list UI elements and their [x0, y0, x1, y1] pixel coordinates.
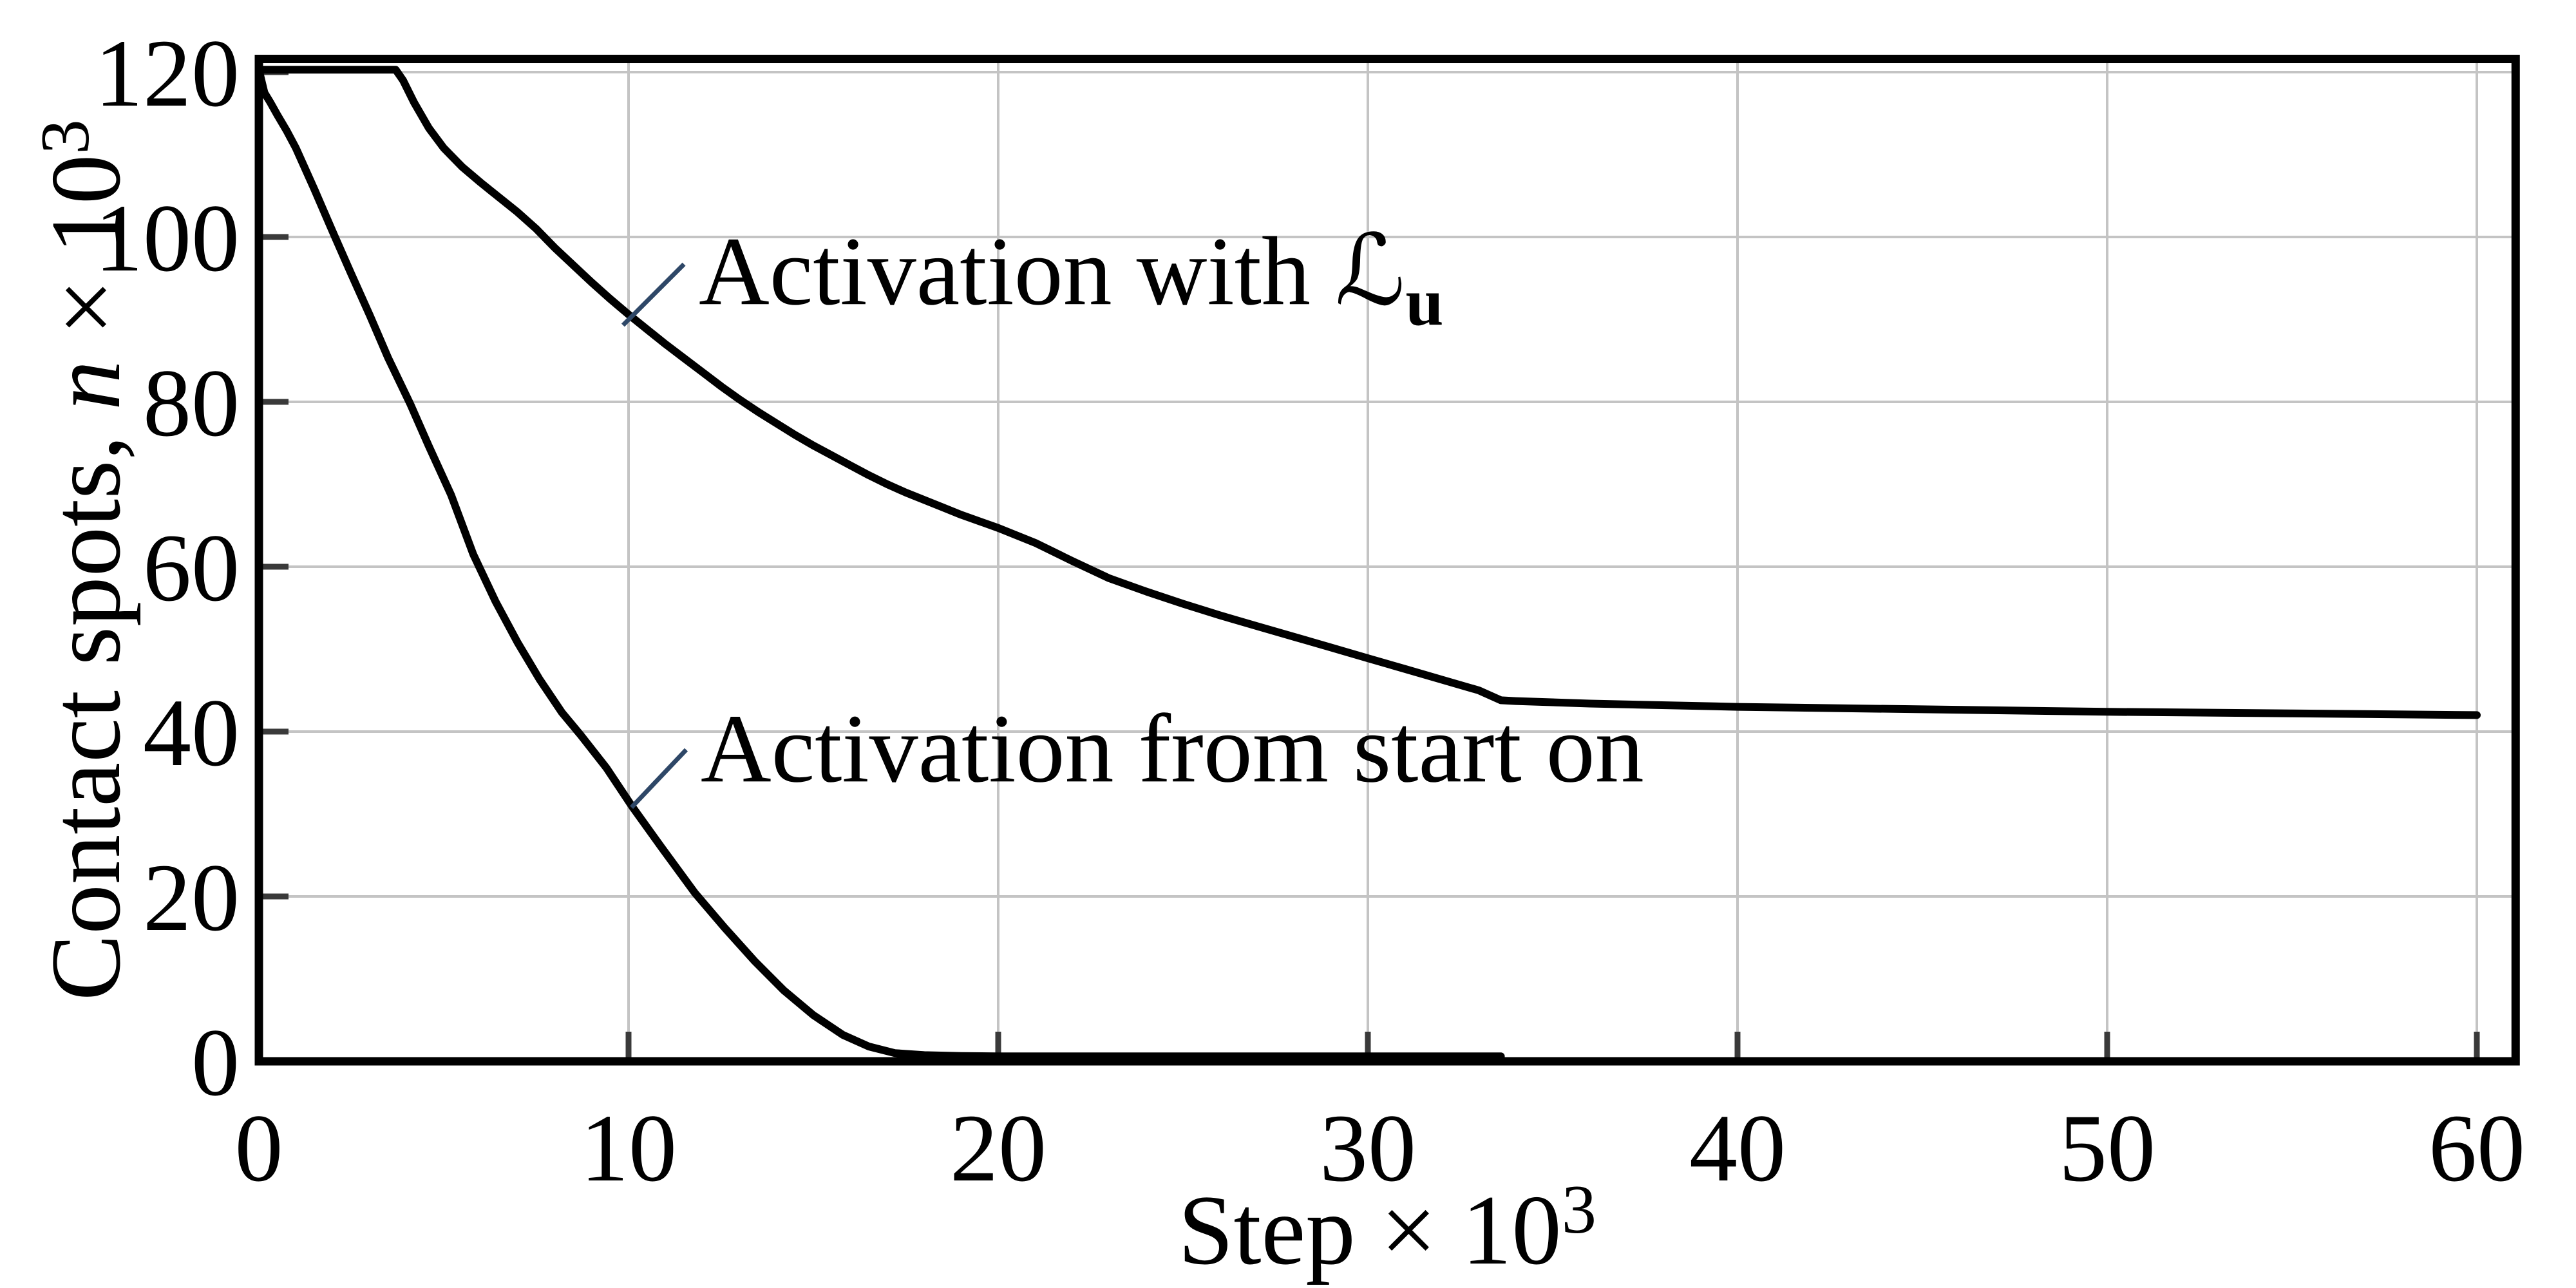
y-tick-label-120: 120 [95, 20, 240, 127]
annotation-label-1: Activation from start on [701, 694, 1644, 802]
x-axis-label: Step × 103 [1178, 1171, 1596, 1285]
y-tick-label-20: 20 [143, 844, 240, 951]
grid-layer [259, 59, 2516, 1061]
annotation-label-0-part: u [1405, 264, 1443, 340]
y-axis-label-part: Contact spots, [30, 410, 141, 1001]
y-tick-label-80: 80 [143, 350, 240, 457]
annotation-layer: Activation with ℒu Activation from start … [621, 217, 1644, 810]
plot-frame-box [254, 55, 2520, 1066]
y-tick-label-0: 0 [191, 1009, 240, 1116]
annotation-label-1-part: Activation from start on [701, 694, 1644, 802]
x-tick-label-10: 10 [580, 1095, 677, 1202]
y-tick-label-60: 60 [143, 515, 240, 621]
plot-frame [254, 55, 2520, 1066]
annotation-leader-0 [621, 262, 686, 327]
y-axis-label: Contact spots, n × 103 [26, 119, 141, 1001]
y-tick-label-100: 100 [95, 185, 240, 292]
x-tick-label-30: 30 [1320, 1095, 1416, 1202]
curve-series-1 [255, 66, 1505, 1061]
annotation-leader-1 [630, 748, 688, 810]
x-tick-label-50: 50 [2059, 1095, 2155, 1202]
annotation-label-0-part: Activation with ℒ [699, 217, 1405, 325]
curve-series-0 [255, 66, 2481, 719]
x-tick-label-0: 0 [235, 1095, 283, 1202]
x-tick-label-20: 20 [950, 1095, 1046, 1202]
tick-layer: 0 10 20 30 40 50 60 0 20 40 60 80 100 120 [95, 20, 2525, 1202]
x-tick-label-60: 60 [2429, 1095, 2525, 1202]
x-axis-label-part: 3 [1562, 1171, 1596, 1248]
y-tick-label-40: 40 [143, 679, 240, 786]
y-axis-label-part: × 10 [30, 155, 141, 361]
annotation-label-0: Activation with ℒu [699, 217, 1444, 340]
y-axis-label-part: n [30, 361, 141, 411]
x-tick-label-40: 40 [1689, 1095, 1786, 1202]
curve-layer [255, 66, 2481, 1061]
x-axis-label-part: Step × 10 [1178, 1175, 1561, 1285]
y-axis-label-part: 3 [26, 119, 104, 154]
